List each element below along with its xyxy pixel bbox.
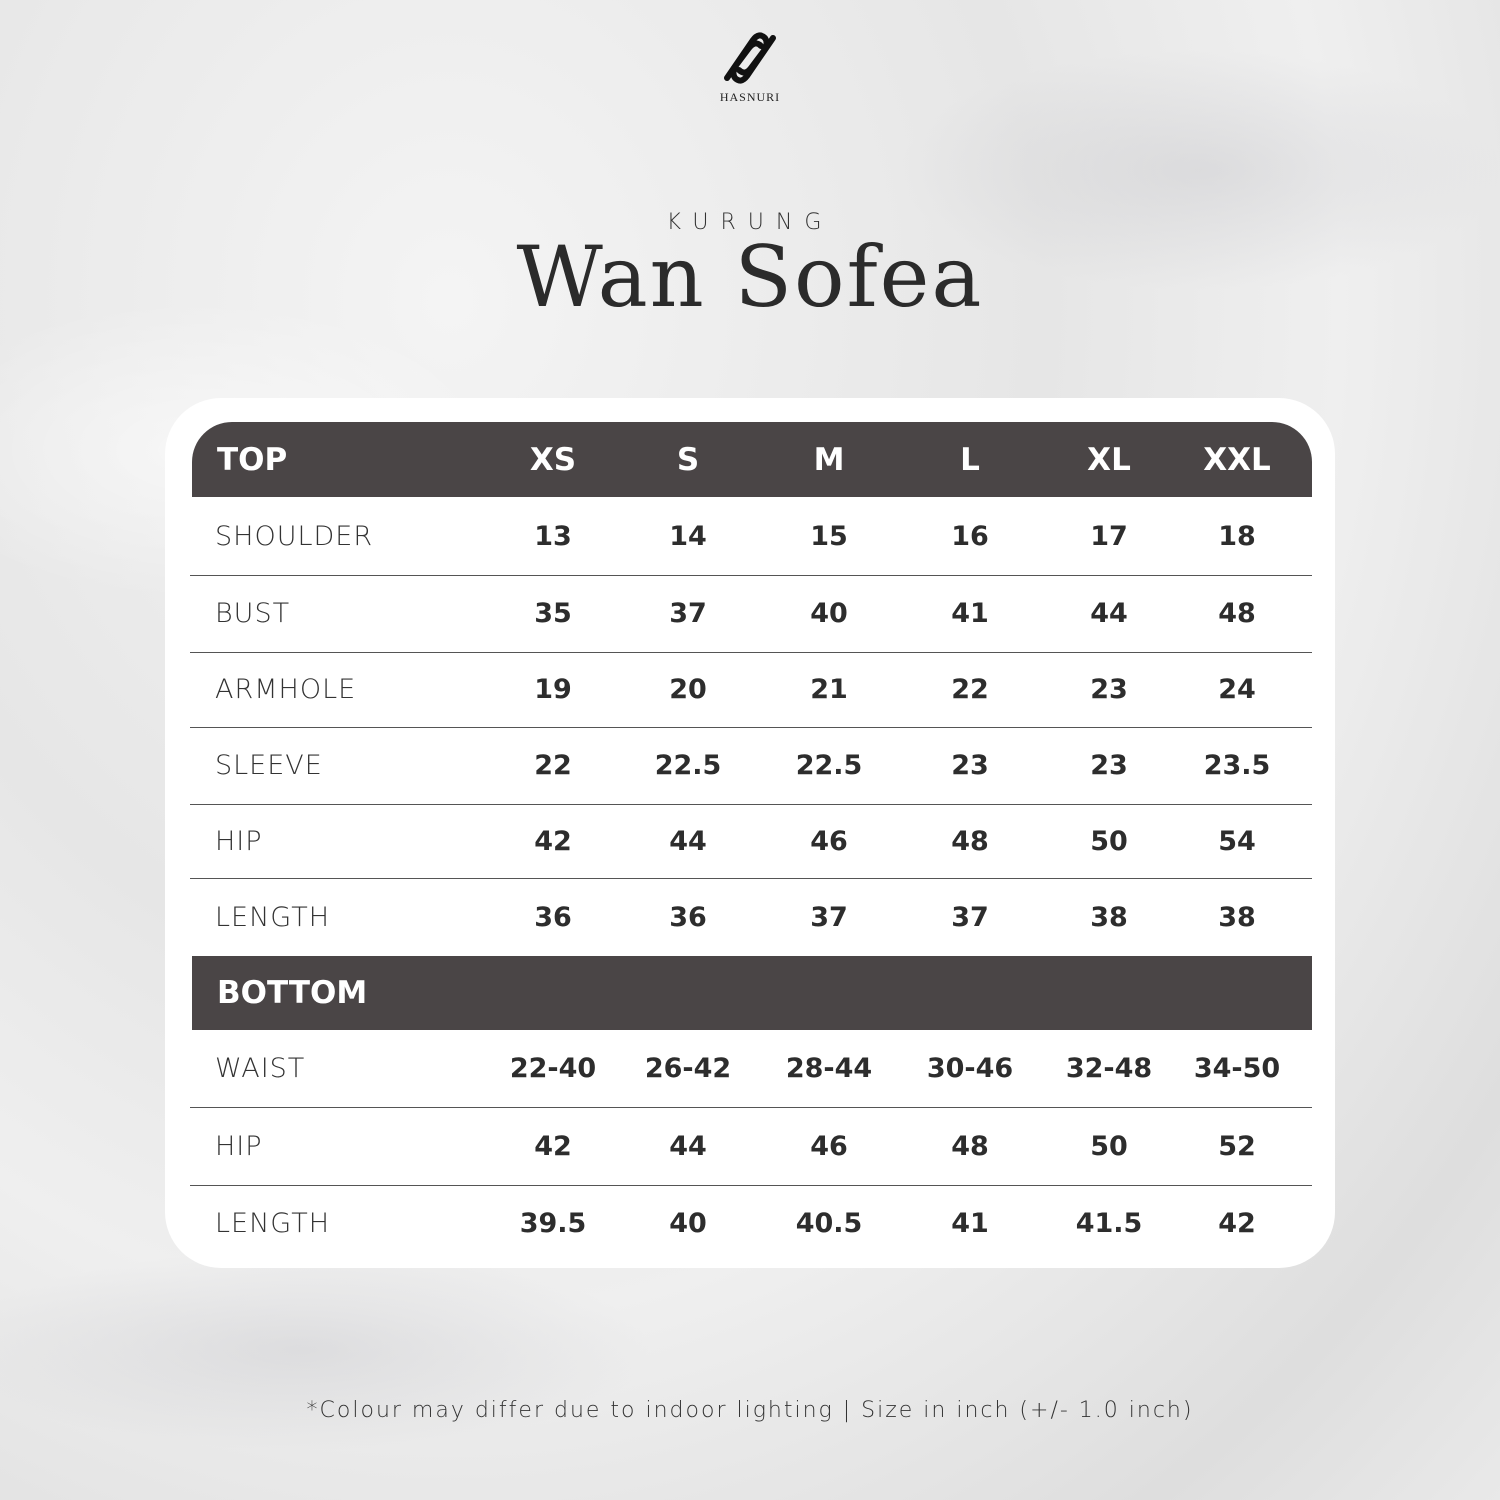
value-m: 40.5 xyxy=(795,1208,863,1239)
measurement-label: BUST xyxy=(215,598,291,629)
value-l: 22 xyxy=(951,674,989,705)
value-xl: 23 xyxy=(1090,750,1128,781)
value-xl: 32-48 xyxy=(1065,1053,1153,1084)
value-xs: 19 xyxy=(534,674,572,705)
value-xxl: 24 xyxy=(1218,674,1256,705)
product-title: Wan Sofea xyxy=(516,228,984,326)
value-xxl: 48 xyxy=(1218,598,1256,629)
value-l: 41 xyxy=(951,1208,989,1239)
value-xl: 23 xyxy=(1090,674,1128,705)
value-s: 20 xyxy=(669,674,707,705)
footer-note: *Colour may differ due to indoor lightin… xyxy=(306,1398,1194,1423)
value-m: 46 xyxy=(810,825,848,857)
value-s: 37 xyxy=(669,598,707,629)
top-row-armhole: ARMHOLE 19 20 21 22 23 24 xyxy=(190,652,1312,728)
value-xs: 22-40 xyxy=(509,1053,597,1084)
value-xxl: 23.5 xyxy=(1203,750,1271,781)
value-s: 14 xyxy=(669,520,707,552)
value-xxl: 54 xyxy=(1218,825,1256,857)
value-l: 30-46 xyxy=(926,1053,1014,1084)
value-m: 40 xyxy=(810,598,848,629)
measurement-label: SHOULDER xyxy=(215,520,374,552)
value-m: 15 xyxy=(810,520,848,552)
hasnuri-logo-icon xyxy=(724,32,776,84)
bottom-row-length: LENGTH 39.5 40 40.5 41 41.5 42 xyxy=(190,1185,1312,1262)
value-s: 22.5 xyxy=(654,750,722,781)
value-l: 16 xyxy=(951,520,989,552)
value-xs: 42 xyxy=(534,825,572,857)
value-xl: 44 xyxy=(1090,598,1128,629)
bottom-header-row: BOTTOM xyxy=(192,956,1312,1030)
size-header-s: S xyxy=(676,441,700,478)
bottom-row-hip: HIP 42 44 46 48 50 52 xyxy=(190,1107,1312,1186)
value-l: 23 xyxy=(951,750,989,781)
value-xs: 39.5 xyxy=(519,1208,587,1239)
value-l: 48 xyxy=(951,825,989,857)
bottom-header-label: BOTTOM xyxy=(217,975,368,1011)
value-m: 46 xyxy=(810,1130,848,1162)
value-xxl: 52 xyxy=(1218,1130,1256,1162)
value-xs: 13 xyxy=(534,520,572,552)
value-m: 28-44 xyxy=(785,1053,873,1084)
measurement-label: WAIST xyxy=(215,1053,306,1084)
value-s: 40 xyxy=(669,1208,707,1239)
value-xl: 38 xyxy=(1090,901,1128,933)
value-xl: 17 xyxy=(1090,520,1128,552)
value-xxl: 34-50 xyxy=(1193,1053,1281,1084)
size-header-xxl: XXL xyxy=(1203,441,1271,478)
value-s: 44 xyxy=(669,825,707,857)
measurement-label: LENGTH xyxy=(215,901,331,933)
brand-name: HASNURI xyxy=(719,90,781,104)
value-xs: 36 xyxy=(534,901,572,933)
value-l: 37 xyxy=(951,901,989,933)
value-xl: 41.5 xyxy=(1075,1208,1143,1239)
value-s: 36 xyxy=(669,901,707,933)
top-row-shoulder: SHOULDER 13 14 15 16 17 18 xyxy=(190,497,1312,576)
value-xs: 35 xyxy=(534,598,572,629)
value-xs: 22 xyxy=(534,750,572,781)
value-s: 44 xyxy=(669,1130,707,1162)
bottom-row-waist: WAIST 22-40 26-42 28-44 30-46 32-48 34-50 xyxy=(190,1030,1312,1108)
measurement-label: LENGTH xyxy=(215,1208,331,1239)
value-m: 37 xyxy=(810,901,848,933)
size-header-l: L xyxy=(960,441,980,478)
value-xxl: 38 xyxy=(1218,901,1256,933)
value-xl: 50 xyxy=(1090,1130,1128,1162)
top-header-row: TOP XS S M L XL XXL xyxy=(192,422,1312,497)
value-xxl: 42 xyxy=(1218,1208,1256,1239)
value-m: 21 xyxy=(810,674,848,705)
top-row-sleeve: SLEEVE 22 22.5 22.5 23 23 23.5 xyxy=(190,727,1312,805)
size-header-xl: XL xyxy=(1087,441,1131,478)
top-header-label: TOP xyxy=(217,441,288,478)
measurement-label: ARMHOLE xyxy=(215,674,357,705)
top-row-bust: BUST 35 37 40 41 44 48 xyxy=(190,575,1312,653)
size-chart-card xyxy=(165,398,1335,1268)
size-header-m: M xyxy=(813,441,845,478)
measurement-label: HIP xyxy=(215,1130,263,1162)
value-xl: 50 xyxy=(1090,825,1128,857)
measurement-label: SLEEVE xyxy=(215,750,323,781)
brand-logo: HASNURI xyxy=(700,28,800,105)
value-l: 48 xyxy=(951,1130,989,1162)
top-row-length: LENGTH 36 36 37 37 38 38 xyxy=(190,878,1312,956)
size-header-xs: XS xyxy=(529,441,577,478)
value-s: 26-42 xyxy=(644,1053,732,1084)
product-category: KURUNG xyxy=(666,210,834,235)
value-xs: 42 xyxy=(534,1130,572,1162)
value-xxl: 18 xyxy=(1218,520,1256,552)
value-l: 41 xyxy=(951,598,989,629)
top-row-hip: HIP 42 44 46 48 50 54 xyxy=(190,804,1312,879)
measurement-label: HIP xyxy=(215,825,263,857)
value-m: 22.5 xyxy=(795,750,863,781)
